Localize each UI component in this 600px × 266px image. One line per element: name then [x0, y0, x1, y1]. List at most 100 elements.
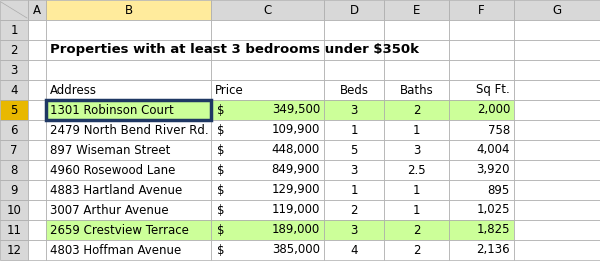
Text: 4: 4 — [10, 84, 18, 97]
Bar — [0, 220, 28, 240]
Text: Price: Price — [215, 84, 244, 97]
Bar — [28, 160, 46, 180]
Text: 7: 7 — [10, 143, 18, 156]
Bar — [28, 180, 46, 200]
Text: Address: Address — [50, 84, 97, 97]
Bar — [514, 60, 600, 80]
Bar — [0, 120, 28, 140]
Bar — [449, 220, 514, 240]
Bar — [449, 0, 514, 20]
Bar — [28, 80, 46, 100]
Bar — [0, 20, 28, 40]
Text: 2: 2 — [413, 243, 420, 256]
Text: $: $ — [217, 243, 224, 256]
Text: 4883 Hartland Avenue: 4883 Hartland Avenue — [50, 184, 182, 197]
Bar — [46, 20, 211, 40]
Text: B: B — [124, 3, 133, 16]
Text: 895: 895 — [488, 184, 510, 197]
Text: 119,000: 119,000 — [272, 203, 320, 217]
Bar — [384, 220, 449, 240]
Text: 448,000: 448,000 — [272, 143, 320, 156]
Bar — [324, 240, 384, 260]
Text: 5: 5 — [10, 103, 17, 117]
Text: 349,500: 349,500 — [272, 103, 320, 117]
Text: 10: 10 — [7, 203, 22, 217]
Bar — [514, 40, 600, 60]
Text: 3: 3 — [10, 64, 17, 77]
Bar — [514, 120, 600, 140]
Text: F: F — [478, 3, 485, 16]
Bar — [384, 160, 449, 180]
Bar — [28, 220, 46, 240]
Bar — [384, 0, 449, 20]
Bar — [324, 200, 384, 220]
Bar — [28, 80, 46, 100]
Text: 2659 Crestview Terrace: 2659 Crestview Terrace — [50, 223, 189, 236]
Bar — [211, 100, 324, 120]
Bar — [384, 60, 449, 80]
Bar — [211, 20, 324, 40]
Bar — [211, 60, 324, 80]
Text: 1301 Robinson Court: 1301 Robinson Court — [50, 103, 174, 117]
Bar — [0, 100, 28, 120]
Bar — [514, 240, 600, 260]
Text: 6: 6 — [10, 123, 18, 136]
Bar — [449, 60, 514, 80]
Bar — [211, 120, 324, 140]
Text: 11: 11 — [7, 223, 22, 236]
Bar — [514, 200, 600, 220]
Text: D: D — [349, 3, 359, 16]
Bar — [46, 160, 211, 180]
Bar — [46, 180, 211, 200]
Bar — [28, 40, 46, 60]
Bar — [0, 80, 28, 100]
Bar — [28, 120, 46, 140]
Bar — [211, 40, 324, 60]
Text: 8: 8 — [10, 164, 17, 177]
Bar — [324, 0, 384, 20]
Bar — [324, 80, 384, 100]
Bar — [324, 120, 384, 140]
Bar — [449, 160, 514, 180]
Bar — [0, 200, 28, 220]
Bar — [211, 220, 324, 240]
Bar — [46, 120, 211, 140]
Bar — [449, 100, 514, 120]
Bar — [514, 160, 600, 180]
Bar — [211, 80, 324, 100]
Bar — [514, 220, 600, 240]
Bar — [211, 240, 324, 260]
Text: 1,825: 1,825 — [476, 223, 510, 236]
Text: 2.5: 2.5 — [407, 164, 426, 177]
Bar — [0, 140, 28, 160]
Text: Baths: Baths — [400, 84, 433, 97]
Bar — [0, 60, 28, 80]
Text: $: $ — [217, 223, 224, 236]
Text: 4960 Rosewood Lane: 4960 Rosewood Lane — [50, 164, 175, 177]
Bar — [384, 120, 449, 140]
Text: $: $ — [217, 103, 224, 117]
Bar — [46, 60, 211, 80]
Bar — [514, 20, 600, 40]
Text: 4803 Hoffman Avenue: 4803 Hoffman Avenue — [50, 243, 181, 256]
Text: $: $ — [217, 164, 224, 177]
Bar — [449, 120, 514, 140]
Bar — [449, 180, 514, 200]
Text: 2,136: 2,136 — [476, 243, 510, 256]
Text: 129,900: 129,900 — [271, 184, 320, 197]
Text: 3: 3 — [350, 103, 358, 117]
Bar — [514, 180, 600, 200]
Text: 385,000: 385,000 — [272, 243, 320, 256]
Text: 4,004: 4,004 — [476, 143, 510, 156]
Bar — [211, 80, 324, 100]
Text: E: E — [413, 3, 420, 16]
Bar — [0, 40, 28, 60]
Bar — [324, 60, 384, 80]
Bar — [324, 180, 384, 200]
Bar — [211, 0, 324, 20]
Text: 3: 3 — [350, 223, 358, 236]
Bar — [28, 0, 46, 20]
Bar — [0, 0, 28, 20]
Text: 2: 2 — [413, 103, 420, 117]
Text: 2479 North Bend River Rd.: 2479 North Bend River Rd. — [50, 123, 209, 136]
